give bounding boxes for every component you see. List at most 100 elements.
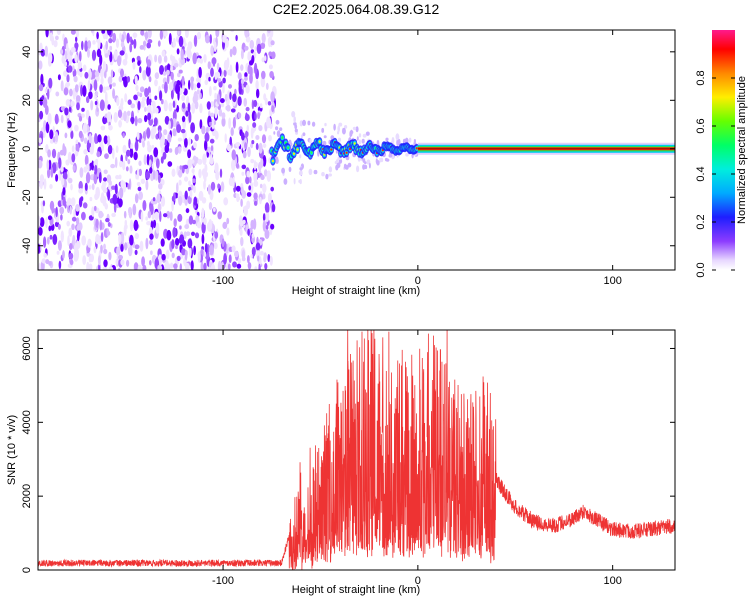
noise-cell: [224, 133, 227, 143]
noise-cell: [188, 246, 192, 258]
noise-cell: [236, 263, 242, 269]
transition-cell: [361, 138, 365, 144]
snr-x-ticks: -100 0 100: [212, 330, 622, 587]
noise-cell: [47, 88, 50, 100]
noise-cell: [45, 217, 48, 229]
noise-cell: [179, 165, 183, 170]
noise-cell: [267, 192, 272, 204]
noise-cell: [271, 51, 276, 59]
noise-cell: [257, 112, 261, 120]
noise-cell: [122, 77, 125, 81]
noise-cell: [127, 159, 131, 165]
noise-cell: [217, 183, 221, 190]
noise-cell: [144, 87, 149, 98]
noise-cell: [262, 155, 267, 167]
colorbar: 0.0 0.2 0.4 0.6 0.8 Normalized spectral ampl…: [695, 30, 748, 278]
spectrogram-frame: [37, 29, 676, 271]
noise-cell: [245, 36, 251, 43]
noise-cell: [111, 212, 116, 218]
noise-cell: [184, 190, 188, 200]
noise-cell: [220, 98, 225, 104]
noise-cell: [66, 74, 70, 83]
noise-cell: [120, 68, 124, 78]
noise-cell: [168, 82, 174, 91]
noise-cell: [190, 260, 194, 270]
noise-cell: [190, 159, 195, 164]
noise-cell: [90, 100, 94, 111]
noise-cell: [146, 42, 151, 49]
noise-cell: [161, 253, 166, 261]
noise-cell: [68, 252, 74, 260]
noise-cell: [51, 148, 57, 159]
noise-cell: [157, 54, 162, 64]
x-tick-label: -100: [212, 275, 234, 287]
transition-cell: [321, 172, 325, 177]
noise-cell: [140, 30, 145, 36]
noise-cell: [99, 54, 103, 66]
noise-cell: [213, 86, 217, 91]
noise-cell: [192, 219, 197, 225]
transition-cell: [317, 150, 320, 157]
noise-cell: [79, 167, 84, 178]
noise-cell: [125, 224, 128, 229]
transition-cell: [355, 126, 359, 133]
noise-cell: [207, 61, 211, 70]
noise-cell: [74, 84, 79, 93]
noise-cell: [253, 170, 258, 183]
noise-cell: [258, 142, 263, 154]
noise-cell: [56, 30, 61, 35]
transition-cell: [308, 168, 313, 175]
noise-cell: [191, 231, 195, 236]
noise-cell: [245, 130, 249, 138]
noise-cell: [104, 70, 107, 79]
noise-cell: [194, 232, 200, 239]
noise-cell: [113, 50, 118, 61]
signal-core: [318, 140, 321, 143]
noise-cell: [67, 235, 70, 247]
noise-cell: [101, 30, 106, 34]
noise-cell: [179, 263, 182, 270]
noise-cell: [132, 32, 138, 38]
noise-cell: [270, 91, 275, 103]
noise-cell: [184, 224, 190, 230]
noise-cell: [194, 134, 199, 142]
noise-cell: [213, 41, 217, 53]
noise-cell: [159, 90, 163, 101]
noise-cell: [230, 108, 236, 113]
y-tick-label: 4000: [21, 410, 33, 434]
noise-cell: [122, 58, 128, 66]
noise-cell: [146, 127, 151, 139]
noise-cell: [152, 105, 156, 114]
noise-cell: [180, 49, 184, 61]
noise-cell: [267, 254, 271, 262]
noise-cell: [250, 142, 254, 149]
noise-cell: [87, 48, 90, 58]
x-tick-label: 100: [603, 275, 621, 287]
noise-cell: [43, 236, 47, 248]
transition-cell: [405, 152, 409, 157]
noise-cell: [196, 31, 202, 40]
noise-cell: [252, 218, 257, 230]
noise-cell: [210, 67, 214, 78]
noise-cell: [134, 115, 138, 127]
noise-cell: [38, 60, 43, 70]
noise-cell: [217, 78, 222, 83]
noise-cell: [221, 112, 226, 119]
noise-cell: [77, 61, 83, 69]
noise-cell: [153, 147, 159, 158]
noise-cell: [103, 177, 107, 182]
transition-cell: [413, 139, 416, 143]
noise-cell: [235, 193, 240, 198]
noise-cell: [217, 260, 222, 270]
noise-cell: [208, 76, 211, 82]
noise-cell: [163, 30, 168, 37]
noise-cell: [103, 135, 108, 145]
noise-cell: [166, 210, 171, 219]
noise-cell: [244, 45, 249, 51]
noise-cell: [84, 182, 88, 191]
noise-cell: [127, 183, 130, 190]
noise-cell: [96, 107, 99, 112]
noise-cell: [118, 254, 123, 260]
noise-cell: [124, 93, 128, 103]
transition-cell: [323, 135, 327, 139]
